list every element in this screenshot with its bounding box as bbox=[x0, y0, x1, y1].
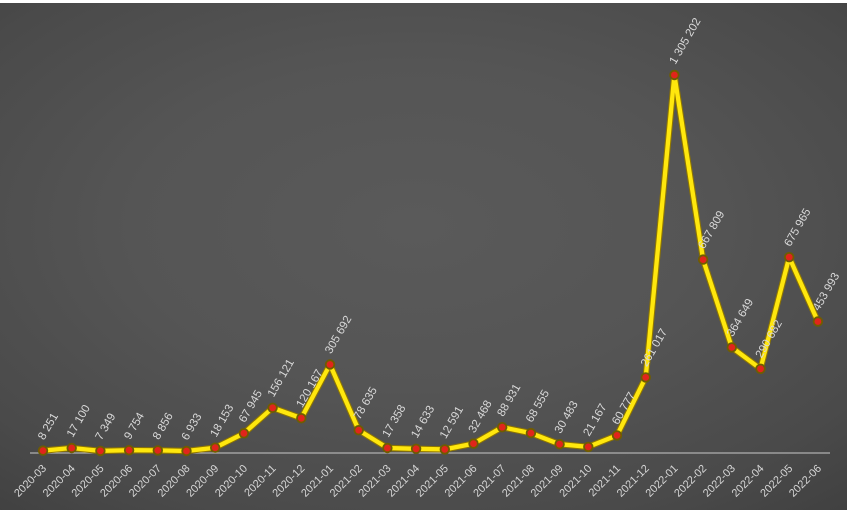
data-label: 156 121 bbox=[266, 357, 297, 399]
data-point-marker bbox=[669, 69, 680, 81]
data-point-marker bbox=[66, 442, 77, 454]
data-point-marker bbox=[296, 413, 307, 424]
data-label: 8 251 bbox=[36, 411, 61, 442]
data-point-marker bbox=[611, 430, 623, 441]
x-axis-label: 2022-06 bbox=[787, 463, 824, 500]
data-label: 21 167 bbox=[582, 402, 610, 438]
data-label: 12 591 bbox=[438, 404, 466, 440]
data-point-marker bbox=[267, 402, 278, 414]
data-point-marker bbox=[353, 425, 364, 436]
data-label: 364 649 bbox=[725, 297, 756, 339]
line-chart-svg: 8 251 17 100 7 349 9 754 8 856 6 933 18 153 67 … bbox=[12, 16, 842, 500]
data-point-marker bbox=[583, 441, 594, 453]
data-point-marker bbox=[181, 445, 192, 457]
data-point-marker bbox=[37, 445, 49, 456]
data-point-marker bbox=[152, 445, 164, 456]
data-label: 6 933 bbox=[180, 412, 205, 443]
data-label: 32 468 bbox=[467, 399, 495, 435]
data-label: 261 017 bbox=[639, 327, 670, 369]
data-label: 14 633 bbox=[409, 404, 437, 440]
data-label: 453 993 bbox=[811, 271, 842, 313]
data-label: 675 965 bbox=[782, 207, 813, 249]
data-point-marker bbox=[238, 428, 250, 439]
data-label: 68 555 bbox=[524, 388, 552, 424]
data-point-marker bbox=[755, 363, 766, 375]
data-point-marker bbox=[525, 427, 537, 439]
data-point-marker bbox=[497, 422, 508, 433]
data-point-marker bbox=[209, 442, 221, 453]
data-point-marker bbox=[812, 316, 824, 327]
data-point-marker bbox=[324, 359, 336, 370]
data-point-marker bbox=[640, 372, 651, 383]
data-point-marker bbox=[382, 442, 393, 454]
data-label: 8 856 bbox=[151, 411, 176, 442]
data-label: 17 358 bbox=[381, 403, 409, 439]
data-label: 1 305 202 bbox=[668, 16, 704, 66]
data-point-marker bbox=[410, 443, 422, 455]
data-point-marker bbox=[123, 445, 135, 456]
data-label: 305 692 bbox=[323, 314, 354, 356]
data-label: 88 931 bbox=[495, 382, 523, 418]
chart-canvas: 8 251 17 100 7 349 9 754 8 856 6 933 18 153 67 … bbox=[0, 3, 847, 510]
data-point-marker bbox=[439, 444, 451, 455]
data-label: 30 483 bbox=[553, 399, 581, 435]
data-point-marker bbox=[554, 439, 565, 450]
data-label: 18 153 bbox=[208, 403, 236, 439]
data-label: 17 100 bbox=[65, 403, 93, 439]
data-point-marker bbox=[726, 342, 738, 353]
data-point-marker bbox=[468, 438, 479, 449]
data-point-marker bbox=[784, 251, 795, 263]
data-point-marker bbox=[697, 254, 709, 265]
data-label: 78 635 bbox=[352, 385, 380, 421]
data-label: 9 754 bbox=[122, 410, 147, 441]
data-point-marker bbox=[95, 445, 106, 457]
series-line bbox=[40, 72, 821, 454]
data-label: 7 349 bbox=[94, 411, 119, 442]
